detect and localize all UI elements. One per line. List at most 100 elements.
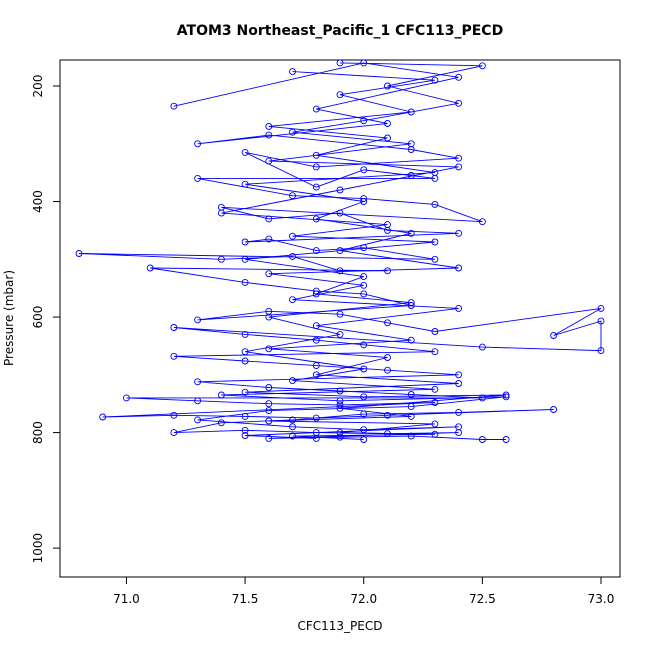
data-point <box>265 384 273 391</box>
data-point <box>289 192 296 200</box>
data-point <box>217 255 225 263</box>
data-point <box>360 117 368 125</box>
data-point <box>265 313 273 321</box>
data-point <box>407 140 415 148</box>
data-point <box>241 278 249 286</box>
data-point <box>170 411 178 419</box>
data-point <box>265 417 273 425</box>
data-point <box>550 332 558 339</box>
data-point <box>360 198 368 205</box>
data-point <box>289 128 296 136</box>
data-point <box>265 157 273 165</box>
data-point <box>289 423 296 431</box>
data-point <box>384 82 391 90</box>
data-point <box>194 140 202 148</box>
data-point <box>431 420 439 428</box>
data-point <box>431 430 439 438</box>
data-point <box>455 154 463 162</box>
data-point <box>478 436 486 443</box>
data-point <box>265 122 273 130</box>
data-point <box>122 394 130 402</box>
data-point <box>407 391 415 398</box>
data-point <box>194 316 202 324</box>
data-point <box>312 371 320 379</box>
data-point <box>455 371 463 379</box>
series-1-line <box>78 62 602 440</box>
data-point <box>597 317 605 325</box>
data-point <box>478 343 486 351</box>
data-point <box>384 134 391 142</box>
data-point <box>217 209 225 217</box>
data-point <box>312 151 320 159</box>
data-point <box>407 412 415 420</box>
data-point <box>336 59 344 67</box>
data-point <box>265 215 273 223</box>
plot-frame <box>59 59 621 578</box>
data-point <box>455 408 463 416</box>
x-tick-label: 71.0 <box>113 592 140 606</box>
data-point <box>455 229 463 237</box>
data-point <box>360 365 368 373</box>
data-point <box>241 348 249 356</box>
data-point <box>336 247 344 255</box>
data-point <box>407 403 415 411</box>
data-point <box>312 105 320 113</box>
data-point <box>431 76 439 84</box>
data-point <box>170 324 178 331</box>
y-axis-label: Pressure (mbar) <box>2 270 16 366</box>
series-3-line <box>245 71 507 440</box>
data-point <box>336 397 344 405</box>
data-point <box>384 354 391 361</box>
data-point <box>241 238 249 246</box>
data-point <box>384 411 391 419</box>
data-point <box>170 429 178 437</box>
data-point <box>312 247 320 255</box>
chart-title: ATOM3 Northeast_Pacific_1 CFC113_PECD <box>177 23 503 39</box>
data-point <box>289 232 296 240</box>
data-point <box>336 330 344 338</box>
data-point <box>336 429 344 437</box>
data-point <box>336 267 344 275</box>
data-point <box>312 336 320 344</box>
data-point <box>241 180 249 188</box>
data-point <box>550 406 558 413</box>
data-point <box>502 436 510 443</box>
data-point <box>431 169 439 177</box>
data-point <box>360 281 368 289</box>
data-point <box>360 290 368 298</box>
series-2-line <box>197 62 507 439</box>
data-point <box>312 183 320 191</box>
data-point <box>75 250 83 257</box>
data-point <box>431 399 439 406</box>
data-point <box>597 304 605 312</box>
data-point <box>502 393 510 401</box>
data-point <box>407 432 415 440</box>
y-tick-label: 200 <box>31 75 45 98</box>
data-point <box>360 341 368 349</box>
data-point <box>407 336 415 344</box>
data-point <box>241 432 249 439</box>
x-tick-label: 72.0 <box>350 592 377 606</box>
data-point <box>217 391 225 399</box>
data-point <box>384 366 391 374</box>
data-point <box>265 407 273 415</box>
data-point <box>265 345 273 353</box>
data-point <box>194 174 202 182</box>
data-point <box>312 362 320 370</box>
data-point <box>431 238 439 246</box>
data-point <box>431 348 439 356</box>
data-point <box>384 319 391 327</box>
data-point <box>265 131 273 139</box>
data-point <box>217 419 225 427</box>
data-point <box>99 413 107 421</box>
data-point <box>455 99 463 107</box>
data-point <box>336 433 344 441</box>
data-point <box>407 108 415 116</box>
data-point <box>336 404 344 412</box>
data-point <box>265 434 273 442</box>
x-tick-label: 73.0 <box>588 592 615 606</box>
data-point <box>241 426 249 434</box>
data-point <box>265 270 273 278</box>
data-point <box>360 436 368 443</box>
data-point <box>170 352 178 360</box>
